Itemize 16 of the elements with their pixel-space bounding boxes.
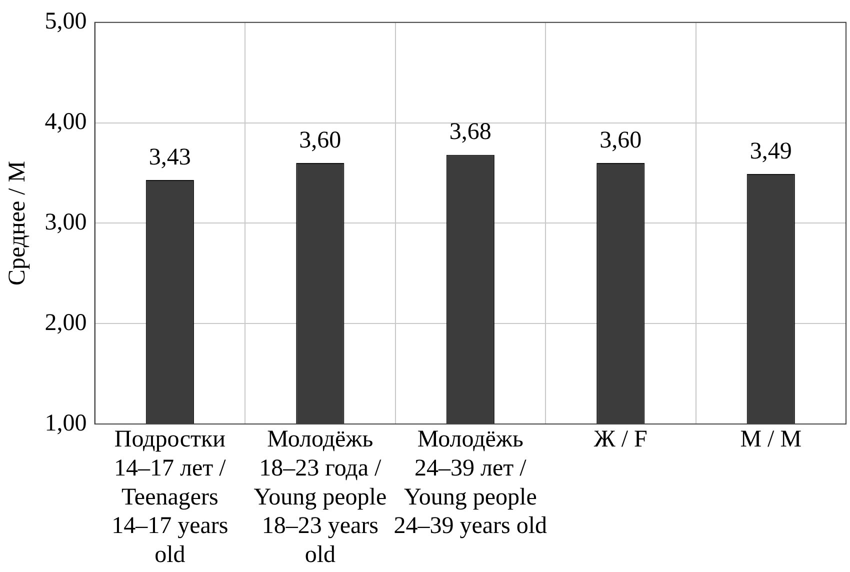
x-tick-label: Молодёжь 24–39 лет / Young people 24–39 years old (394, 426, 548, 540)
x-tick-label: М / M (740, 426, 802, 453)
y-tick-label: 1,00 (44, 410, 87, 436)
data-label: 3,60 (299, 127, 342, 154)
data-label: 3,60 (600, 127, 642, 154)
data-label: 3,49 (750, 138, 792, 164)
x-tick-label: Молодёжь 18–23 года / Young people 18–23 years old (254, 426, 387, 568)
y-tick-label: 3,00 (44, 209, 87, 236)
y-axis-title: Среднее / M (4, 160, 31, 286)
x-tick-label: Подростки 14–17 лет / Teenagers 14–17 years old (112, 426, 228, 568)
data-label: 3,43 (148, 144, 191, 170)
x-tick-label: Ж / F (594, 426, 648, 453)
y-tick-label: 5,00 (44, 8, 87, 35)
y-tick-label: 4,00 (44, 109, 87, 136)
data-label: 3,68 (449, 119, 492, 146)
y-tick-label: 2,00 (44, 310, 87, 336)
